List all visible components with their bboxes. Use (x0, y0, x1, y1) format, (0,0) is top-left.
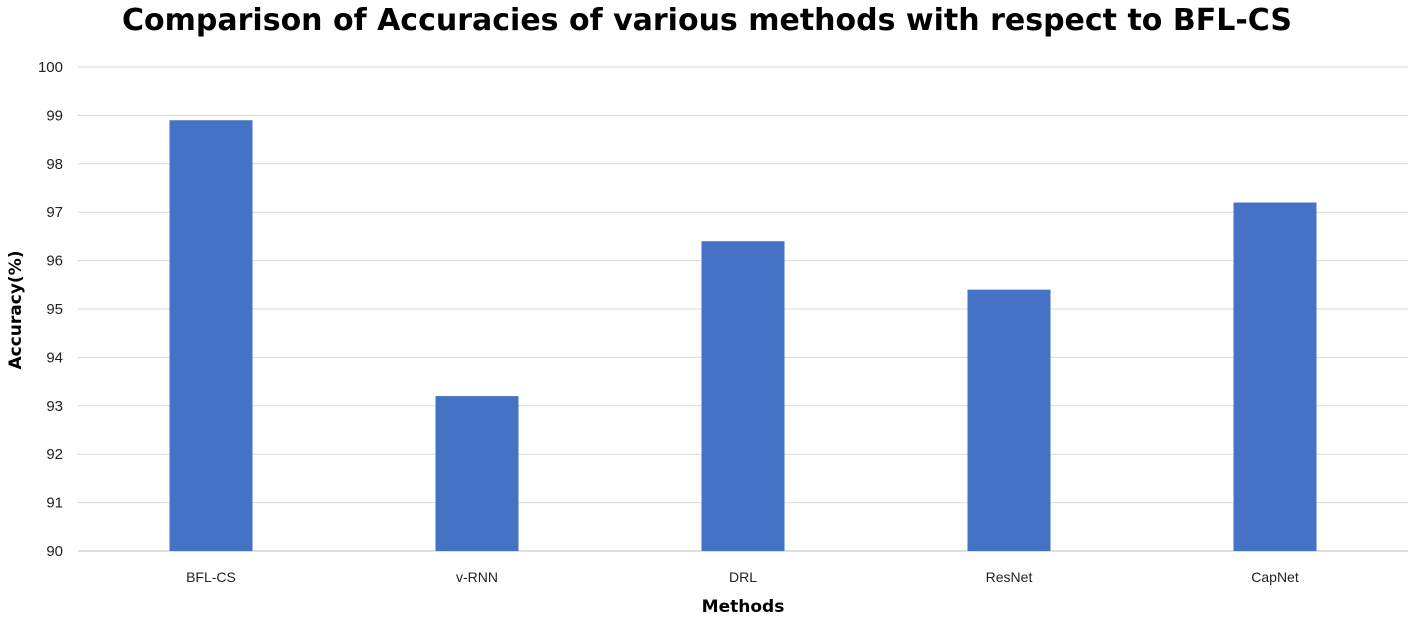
x-axis-title: Methods (702, 597, 785, 617)
y-tick-label: 95 (46, 301, 63, 318)
bar-drl (701, 241, 785, 552)
x-tick-label: ResNet (986, 569, 1033, 585)
y-tick-label: 97 (46, 204, 63, 221)
bar-v-rnn (435, 396, 519, 551)
y-tick-label: 100 (38, 59, 63, 76)
y-tick-label: 96 (46, 253, 63, 270)
bars (169, 120, 1317, 552)
x-tick-label: CapNet (1251, 569, 1299, 585)
y-tick-label: 90 (46, 543, 63, 560)
chart-title: Comparison of Accuracies of various meth… (122, 3, 1292, 38)
x-tick-label: BFL-CS (186, 569, 236, 585)
y-tick-label: 94 (46, 349, 63, 366)
y-tick-label: 93 (46, 398, 63, 415)
y-tick-label: 92 (46, 446, 63, 463)
y-tick-label: 99 (46, 107, 63, 124)
bar-resnet (967, 289, 1051, 551)
bar-capnet (1233, 202, 1317, 551)
x-tick-labels: BFL-CS v-RNN DRL ResNet CapNet (186, 569, 1299, 585)
y-tick-labels: 90 91 92 93 94 95 96 97 98 99 100 (38, 59, 63, 560)
x-tick-label: v-RNN (456, 569, 498, 585)
y-axis-title: Accuracy(%) (6, 251, 26, 370)
y-tick-label: 98 (46, 156, 63, 173)
x-tick-label: DRL (729, 569, 757, 585)
bar-bfl-cs (169, 120, 253, 552)
y-tick-label: 91 (46, 495, 63, 512)
